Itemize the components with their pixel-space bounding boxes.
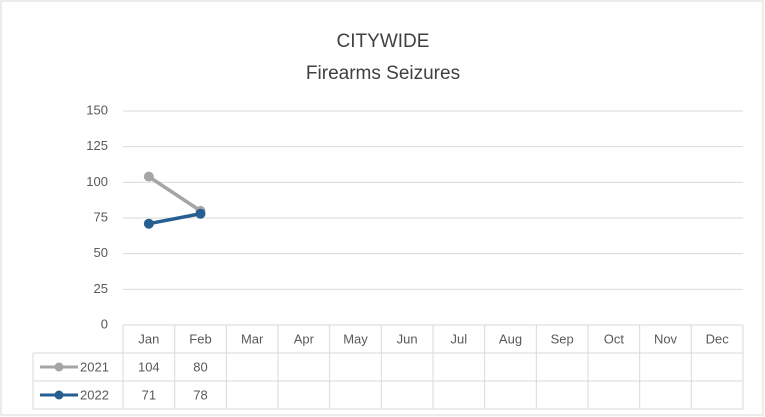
- x-tick-label: Mar: [241, 331, 264, 346]
- x-tick-label: Dec: [706, 331, 730, 346]
- x-tick-label: Sep: [551, 331, 574, 346]
- legend-label: 2022: [80, 387, 109, 402]
- x-tick-label: Jan: [138, 331, 159, 346]
- series-line: [147, 175, 202, 213]
- x-tick-label: May: [343, 331, 368, 346]
- legend-label: 2021: [80, 359, 109, 374]
- y-tick-label: 50: [94, 245, 108, 260]
- x-tick-label: Aug: [499, 331, 522, 346]
- table-value: 104: [138, 359, 160, 374]
- chart-subtitle: Firearms Seizures: [306, 63, 460, 84]
- chart-title: CITYWIDE: [337, 31, 430, 52]
- x-tick-label: Feb: [189, 331, 211, 346]
- marker: [143, 171, 154, 182]
- legend-marker: [54, 390, 64, 400]
- marker: [195, 208, 206, 219]
- x-tick-label: Oct: [604, 331, 625, 346]
- table-value: 78: [193, 387, 207, 402]
- y-tick-label: 100: [86, 174, 108, 189]
- series-line: [148, 212, 201, 226]
- y-tick-label: 125: [86, 138, 108, 153]
- x-tick-label: Apr: [294, 331, 315, 346]
- marker: [143, 218, 154, 229]
- x-tick-label: Jun: [397, 331, 418, 346]
- y-tick-label: 25: [94, 281, 108, 296]
- legend-marker: [54, 362, 64, 372]
- table-value: 71: [142, 387, 156, 402]
- y-tick-label: 0: [101, 316, 108, 331]
- y-tick-label: 150: [86, 102, 108, 117]
- table-value: 80: [193, 359, 207, 374]
- x-tick-label: Jul: [451, 331, 468, 346]
- x-tick-label: Nov: [654, 331, 678, 346]
- y-tick-label: 75: [94, 209, 108, 224]
